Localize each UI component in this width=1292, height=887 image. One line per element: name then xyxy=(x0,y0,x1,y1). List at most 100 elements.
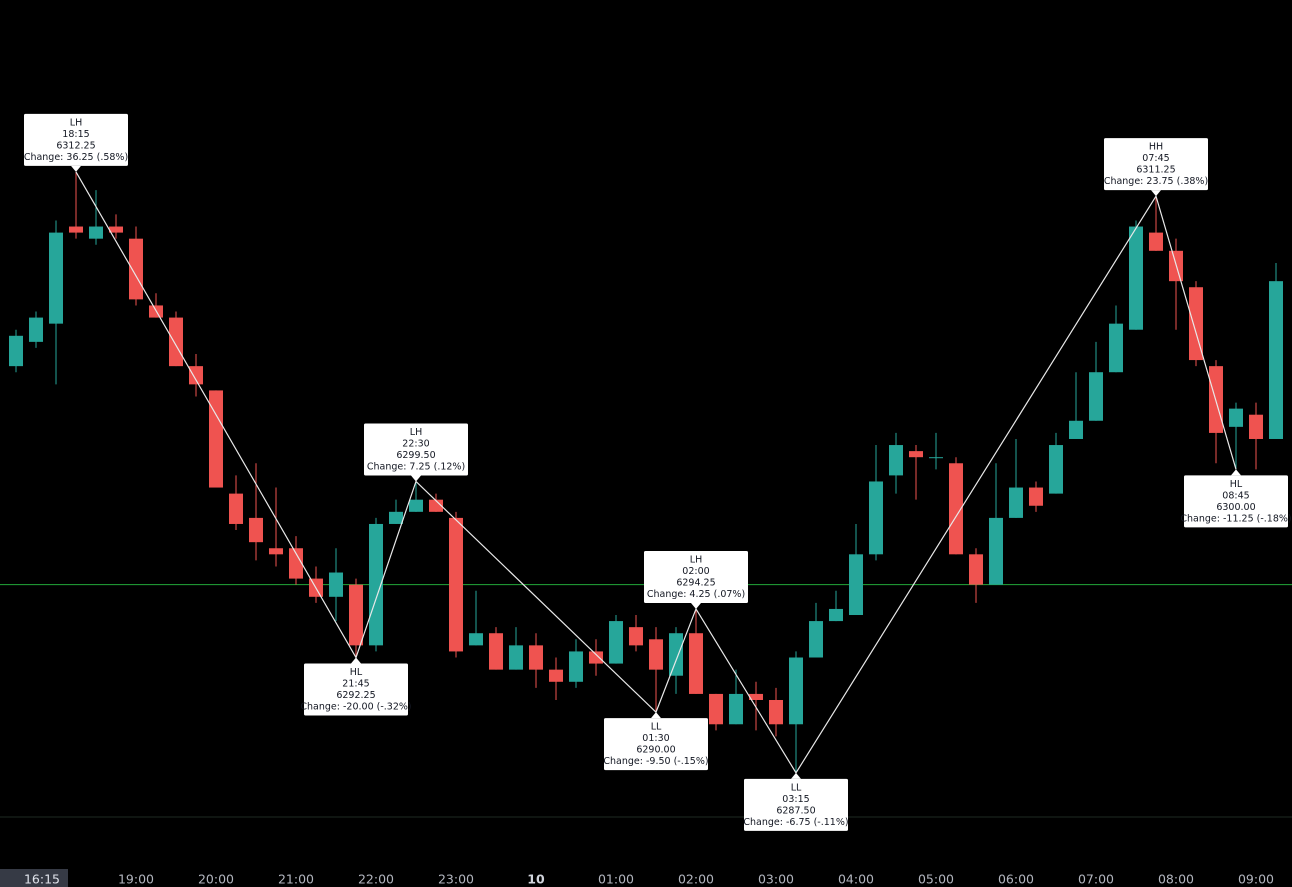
x-tick-label: 07:00 xyxy=(1078,872,1114,887)
swing-label-box xyxy=(364,423,468,476)
swing-label-text: Change: -9.50 (-.15%) xyxy=(603,756,708,767)
swing-label-text: 6299.50 xyxy=(396,450,435,461)
swing-label-text: 6311.25 xyxy=(1136,165,1175,176)
swing-label-text: 6300.00 xyxy=(1216,502,1255,513)
swing-label-text: 6312.25 xyxy=(56,140,95,151)
candle-body xyxy=(529,645,543,670)
swing-label-text: 18:15 xyxy=(62,129,89,140)
candle-body xyxy=(789,657,803,725)
candle-body xyxy=(869,481,883,555)
candle-body xyxy=(129,238,143,300)
candle-body xyxy=(609,621,623,664)
swing-label-text: 22:30 xyxy=(402,438,429,449)
candle-body xyxy=(729,693,743,725)
candle-body xyxy=(509,645,523,670)
swing-label-box xyxy=(604,718,708,771)
swing-label-pointer xyxy=(351,657,361,664)
candle-body xyxy=(1129,226,1143,330)
swing-label-text: LH xyxy=(690,554,702,565)
candle-body xyxy=(1189,287,1203,361)
candle-body xyxy=(69,226,83,233)
swing-label-text: 6287.50 xyxy=(776,805,815,816)
candle-body xyxy=(969,554,983,585)
swing-label-text: 6294.25 xyxy=(676,577,715,588)
x-tick-label: 20:00 xyxy=(198,872,234,887)
swing-label-text: 6292.25 xyxy=(336,690,375,701)
swing-label-text: Change: -20.00 (-.32%) xyxy=(300,702,411,713)
swing-label-pointer xyxy=(411,475,421,482)
x-tick-label: 09:00 xyxy=(1238,872,1274,887)
swing-label-pointer xyxy=(71,165,81,172)
candle-body xyxy=(769,699,783,725)
swing-label-pointer xyxy=(1151,190,1161,197)
x-tick-label: 05:00 xyxy=(918,872,954,887)
candle-body xyxy=(89,226,103,239)
candle-body xyxy=(229,493,243,524)
candle-body xyxy=(409,499,423,512)
candle-body xyxy=(49,232,63,324)
swing-label-pointer xyxy=(791,772,801,779)
candle-body xyxy=(1149,232,1163,251)
candle-body xyxy=(1029,487,1043,506)
candle-body xyxy=(849,554,863,616)
swing-label-box xyxy=(644,550,748,603)
x-tick-label: 19:00 xyxy=(118,872,154,887)
candle-body xyxy=(329,572,343,597)
swing-label-pointer xyxy=(1231,469,1241,476)
swing-label-text: HL xyxy=(1230,479,1243,490)
swing-label-text: Change: -6.75 (-.11%) xyxy=(743,817,848,828)
swing-label-box xyxy=(304,663,408,716)
candle-body xyxy=(429,499,443,512)
swing-label-text: Change: 7.25 (.12%) xyxy=(367,461,465,472)
candle-body xyxy=(1069,420,1083,439)
swing-label-text: LL xyxy=(791,782,802,793)
swing-label-box xyxy=(1184,475,1288,528)
candle-body xyxy=(829,608,843,622)
x-tick-label: 03:00 xyxy=(758,872,794,887)
swing-label-box xyxy=(744,778,848,831)
candle-body xyxy=(189,366,203,385)
candle-body xyxy=(449,517,463,652)
swing-label-text: 07:45 xyxy=(1142,153,1169,164)
swing-label-text: Change: 4.25 (.07%) xyxy=(647,589,745,600)
candle-body xyxy=(289,548,303,579)
swing-label-text: 03:15 xyxy=(782,794,809,805)
candle-body xyxy=(1049,445,1063,494)
swing-label-text: 01:30 xyxy=(642,733,669,744)
candle-body xyxy=(489,633,503,670)
crosshair-label-box xyxy=(0,869,68,887)
x-tick-label: 02:00 xyxy=(678,872,714,887)
candle-body xyxy=(369,523,383,646)
swing-label-text: 6290.00 xyxy=(636,745,675,756)
candle-body xyxy=(1089,372,1103,421)
x-tick-label: 01:00 xyxy=(598,872,634,887)
swing-label-text: HH xyxy=(1149,142,1163,153)
x-tick-label: 10 xyxy=(527,872,545,887)
candle-body xyxy=(809,621,823,658)
swing-label-pointer xyxy=(691,602,701,609)
candle-body xyxy=(269,548,283,555)
candle-body xyxy=(889,445,903,476)
candle-body xyxy=(909,451,923,458)
candle-body xyxy=(989,517,1003,585)
candle-body xyxy=(709,693,723,725)
x-tick-label: 04:00 xyxy=(838,872,874,887)
candle-body xyxy=(1229,408,1243,427)
swing-label-box xyxy=(24,113,128,166)
swing-label-text: 08:45 xyxy=(1222,490,1249,501)
candle-body xyxy=(569,651,583,682)
candle-body xyxy=(109,226,123,233)
swing-label-text: HL xyxy=(350,667,363,678)
swing-label-pointer xyxy=(651,712,661,719)
x-tick-label: 23:00 xyxy=(438,872,474,887)
candle-body xyxy=(689,633,703,694)
candle-body xyxy=(1109,323,1123,373)
